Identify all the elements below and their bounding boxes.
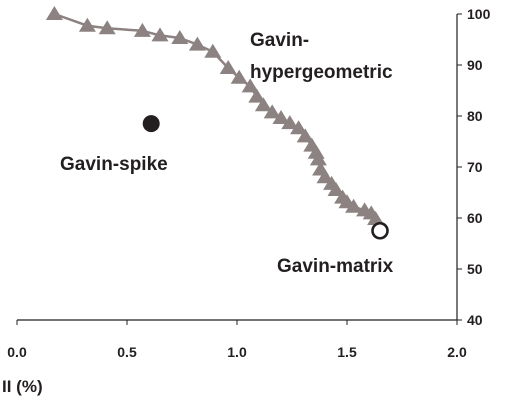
y-tick-label: 50 xyxy=(467,261,483,277)
annotations: Gavin- hypergeometric Gavin-spike Gavin-… xyxy=(60,30,394,277)
data-point-gavin-hypergeometric xyxy=(219,60,237,75)
annotation-gavin-matrix: Gavin-matrix xyxy=(277,256,394,277)
data-point-gavin-hypergeometric xyxy=(345,198,363,213)
annotation-gavin-hyper-line1: Gavin- xyxy=(250,30,309,51)
y-tick-label: 80 xyxy=(467,108,483,124)
y-tick-label: 90 xyxy=(467,57,483,73)
data-point-gavin-hypergeometric xyxy=(254,97,272,112)
data-point-gavin-hypergeometric xyxy=(327,181,345,196)
data-point-gavin-hypergeometric xyxy=(248,88,266,103)
y-tick-label: 100 xyxy=(467,6,491,22)
data-point-gavin-hypergeometric xyxy=(241,78,259,93)
data-point-gavin-matrix xyxy=(371,221,389,240)
x-tick-label: 1.5 xyxy=(337,344,357,360)
data-point-gavin-hypergeometric xyxy=(188,36,206,51)
data-point-gavin-hypergeometric xyxy=(272,110,290,125)
data-point-gavin-hypergeometric xyxy=(45,6,63,20)
data-point-gavin-hypergeometric xyxy=(133,22,151,37)
x-axis-title: II (%) xyxy=(2,377,43,396)
data-point-gavin-hypergeometric xyxy=(230,69,248,84)
data-point-gavin-hypergeometric xyxy=(316,169,334,184)
data-point-gavin-hypergeometric xyxy=(367,211,385,226)
x-tick-label: 0.0 xyxy=(7,344,27,360)
data-point-gavin-hypergeometric xyxy=(290,120,308,135)
x-tick-label: 1.0 xyxy=(227,344,247,360)
data-point-gavin-spike xyxy=(142,115,160,133)
data-point-gavin-hypergeometric xyxy=(263,104,281,119)
data-point-gavin-hypergeometric xyxy=(204,43,222,58)
data-point-gavin-hypergeometric xyxy=(281,115,299,130)
y-tick-label: 60 xyxy=(467,210,483,226)
axes: 0.0 0.5 1.0 1.5 2.040 50 60 70 80 90 100 xyxy=(7,6,490,360)
data-point-gavin-hypergeometric xyxy=(309,151,327,166)
series-layer xyxy=(45,6,389,240)
data-point-gavin-hypergeometric xyxy=(171,29,189,44)
annotation-gavin-spike: Gavin-spike xyxy=(60,154,168,175)
y-tick-label: 40 xyxy=(467,312,483,328)
y-tick-label: 70 xyxy=(467,159,483,175)
data-point-gavin-hypergeometric xyxy=(78,17,96,32)
data-point-gavin-hypergeometric xyxy=(296,128,314,143)
annotation-gavin-hyper-line2: hypergeometric xyxy=(250,62,393,83)
data-point-gavin-hypergeometric xyxy=(98,20,116,35)
x-tick-label: 0.5 xyxy=(117,344,137,360)
x-tick-label: 2.0 xyxy=(447,344,467,360)
data-point-gavin-hypergeometric xyxy=(151,27,169,42)
